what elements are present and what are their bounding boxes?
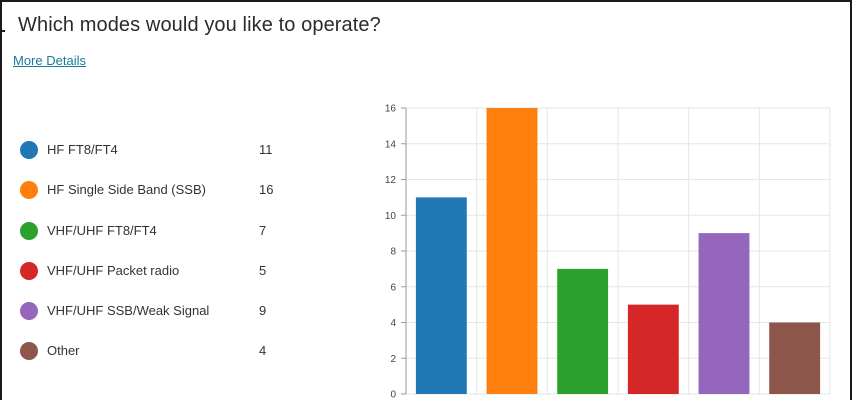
card-edge-mark [2, 30, 5, 32]
legend-label: VHF/UHF SSB/Weak Signal [47, 303, 210, 319]
legend-color-dot [20, 342, 38, 361]
question-title: Which modes would you like to operate? [18, 14, 381, 36]
bar-6 [769, 322, 821, 394]
legend-color-dot [20, 261, 38, 280]
legend-item-hf-ssb: HF Single Side Band (SSB) 16 [20, 178, 300, 218]
y-tick-label: 14 [385, 139, 397, 150]
legend-item-hf-ft8: HF FT8/FT4 11 [20, 138, 300, 178]
bar-5 [698, 233, 750, 394]
legend-color-dot [20, 181, 38, 200]
y-tick-label: 16 [385, 104, 397, 115]
bar-chart: 0 2 4 6 8 10 12 14 16 [360, 98, 840, 407]
y-tick-label: 12 [385, 175, 397, 186]
bar-2 [486, 108, 538, 394]
bar-1 [415, 197, 467, 394]
legend-count: 9 [259, 303, 267, 319]
y-tick-label: 0 [390, 390, 396, 401]
legend-color-dot [20, 141, 38, 159]
legend-item-vhf-ft8: VHF/UHF FT8/FT4 7 [20, 219, 300, 259]
chart-legend: HF FT8/FT4 11 HF Single Side Band (SSB) … [20, 138, 300, 380]
legend-item-vhf-ssb: VHF/UHF SSB/Weak Signal 9 [20, 299, 300, 339]
legend-color-dot [20, 221, 38, 240]
y-tick-label: 8 [390, 247, 396, 258]
more-details-link[interactable]: More Details [13, 53, 86, 68]
legend-count: 16 [259, 182, 274, 198]
legend-count: 4 [259, 343, 267, 359]
legend-label: Other [47, 343, 80, 359]
bar-4 [627, 304, 679, 394]
y-tick-label: 4 [390, 318, 396, 329]
legend-item-other: Other 4 [20, 339, 300, 379]
bar-chart-svg: 0 2 4 6 8 10 12 14 16 [385, 104, 831, 401]
legend-item-vhf-packet: VHF/UHF Packet radio 5 [20, 259, 300, 299]
y-tick-label: 2 [390, 354, 396, 365]
legend-count: 5 [259, 262, 267, 278]
bar-3 [557, 268, 609, 394]
y-tick-label: 6 [390, 282, 396, 293]
y-tick-label: 10 [385, 211, 397, 222]
legend-count: 11 [259, 142, 273, 157]
legend-label: VHF/UHF FT8/FT4 [47, 222, 157, 238]
legend-count: 7 [259, 222, 267, 238]
legend-label: VHF/UHF Packet radio [47, 262, 180, 278]
legend-color-dot [20, 302, 38, 321]
legend-label: HF FT8/FT4 [47, 142, 118, 157]
legend-label: HF Single Side Band (SSB) [47, 182, 206, 198]
